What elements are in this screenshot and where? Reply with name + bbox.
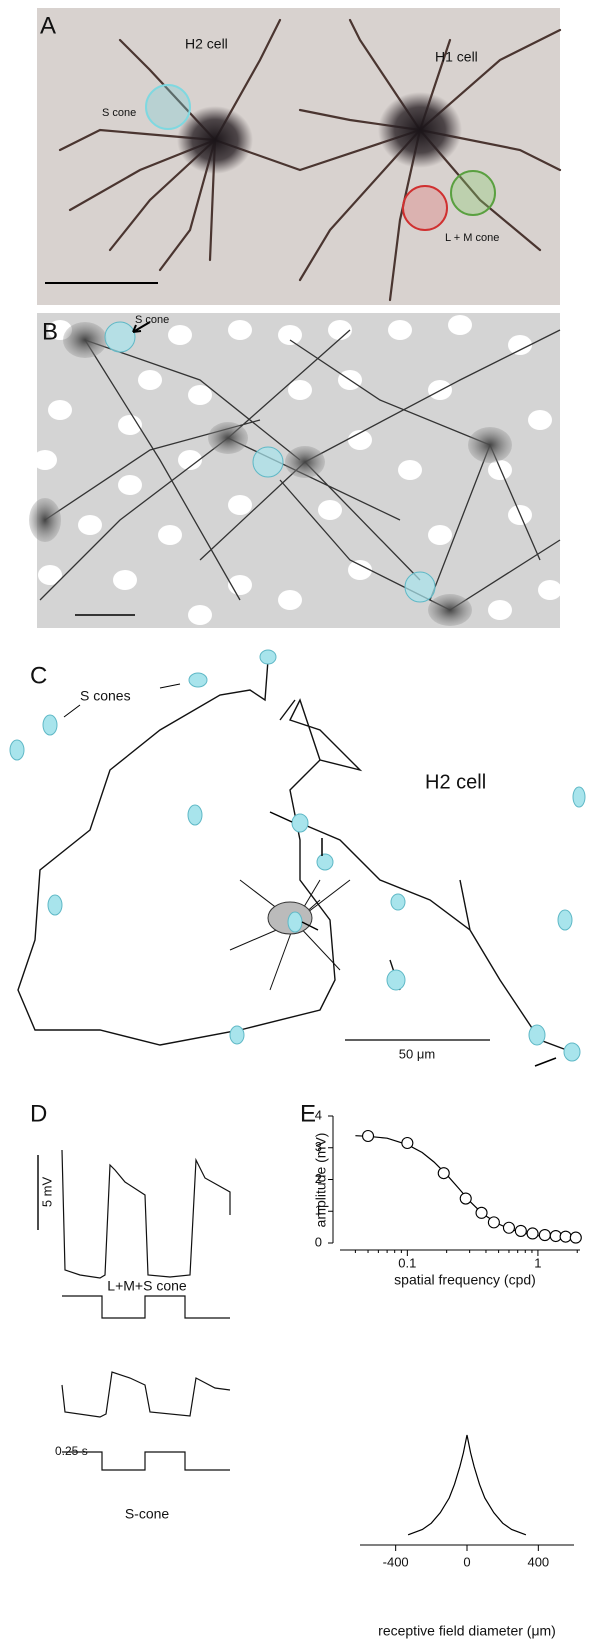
scale-label: 50 μm xyxy=(399,1046,435,1061)
panel-label: B xyxy=(42,318,58,345)
data-point xyxy=(503,1222,514,1233)
label: H2 cell xyxy=(185,36,228,52)
x-tick-label: 0 xyxy=(463,1554,470,1569)
data-point xyxy=(515,1225,526,1236)
dendrites xyxy=(230,880,350,990)
label: S cone xyxy=(102,107,136,119)
data-point xyxy=(539,1230,550,1241)
x-tick-label: 0.1 xyxy=(398,1255,416,1270)
label: H2 cell xyxy=(425,771,486,793)
scale-label: 5 mV xyxy=(39,1177,54,1208)
y-tick-label: 2 xyxy=(315,1171,322,1186)
label: S cones xyxy=(80,688,131,704)
h1-soma xyxy=(378,92,462,168)
data-point xyxy=(402,1137,413,1148)
figure: A H2 cell H1 cell S cone L + M cone xyxy=(0,0,608,1643)
s-cone xyxy=(105,322,135,352)
stimulus xyxy=(62,1296,230,1318)
panel-label: D xyxy=(30,1100,47,1127)
data-point xyxy=(488,1217,499,1228)
panel-b: B S cone xyxy=(29,313,562,628)
data-point xyxy=(438,1168,449,1179)
label: H1 cell xyxy=(435,49,478,65)
x-axis-label: receptive field diameter (μm) xyxy=(378,1623,556,1639)
m-cone-circle xyxy=(451,171,495,215)
data-point xyxy=(460,1193,471,1204)
panel-label: A xyxy=(40,12,56,39)
label: L + M cone xyxy=(445,232,499,244)
x-tick-label: 400 xyxy=(527,1554,549,1569)
data-point xyxy=(527,1228,538,1239)
scale-label: 0.25 s xyxy=(55,1444,88,1458)
h2-cell-outline xyxy=(18,660,572,1052)
trace-label: S-cone xyxy=(125,1506,170,1522)
trace xyxy=(62,1150,230,1278)
x-tick-label: -400 xyxy=(383,1554,409,1569)
data-point xyxy=(476,1207,487,1218)
s-cone xyxy=(405,572,435,602)
panel-label: E xyxy=(300,1100,316,1127)
s-cones xyxy=(10,650,585,1061)
fit-curve xyxy=(355,1136,577,1238)
panel-a: A H2 cell H1 cell S cone L + M cone xyxy=(37,8,560,305)
y-tick-label: 1 xyxy=(315,1203,322,1218)
x-tick-label: 1 xyxy=(534,1255,541,1270)
data-point xyxy=(363,1131,374,1142)
l-cone-circle xyxy=(403,186,447,230)
trace-label: L+M+S cone xyxy=(107,1278,187,1294)
panel-d xyxy=(38,1150,230,1470)
y-tick-label: 4 xyxy=(315,1107,322,1122)
trace xyxy=(62,1372,230,1417)
s-cone-circle xyxy=(146,85,190,129)
y-tick-label: 0 xyxy=(315,1234,322,1249)
s-cone xyxy=(253,447,283,477)
y-tick-label: 3 xyxy=(315,1139,322,1154)
panel-label: C xyxy=(30,662,47,689)
panel-c: C S cones H2 cell 50 μm xyxy=(10,650,585,1066)
data-point xyxy=(570,1232,581,1243)
micrograph xyxy=(37,8,560,305)
data-point xyxy=(560,1231,571,1242)
x-axis-label: spatial frequency (cpd) xyxy=(394,1272,536,1288)
label: S cone xyxy=(135,314,169,326)
profile-curve xyxy=(408,1435,526,1535)
arrows xyxy=(270,812,556,1066)
